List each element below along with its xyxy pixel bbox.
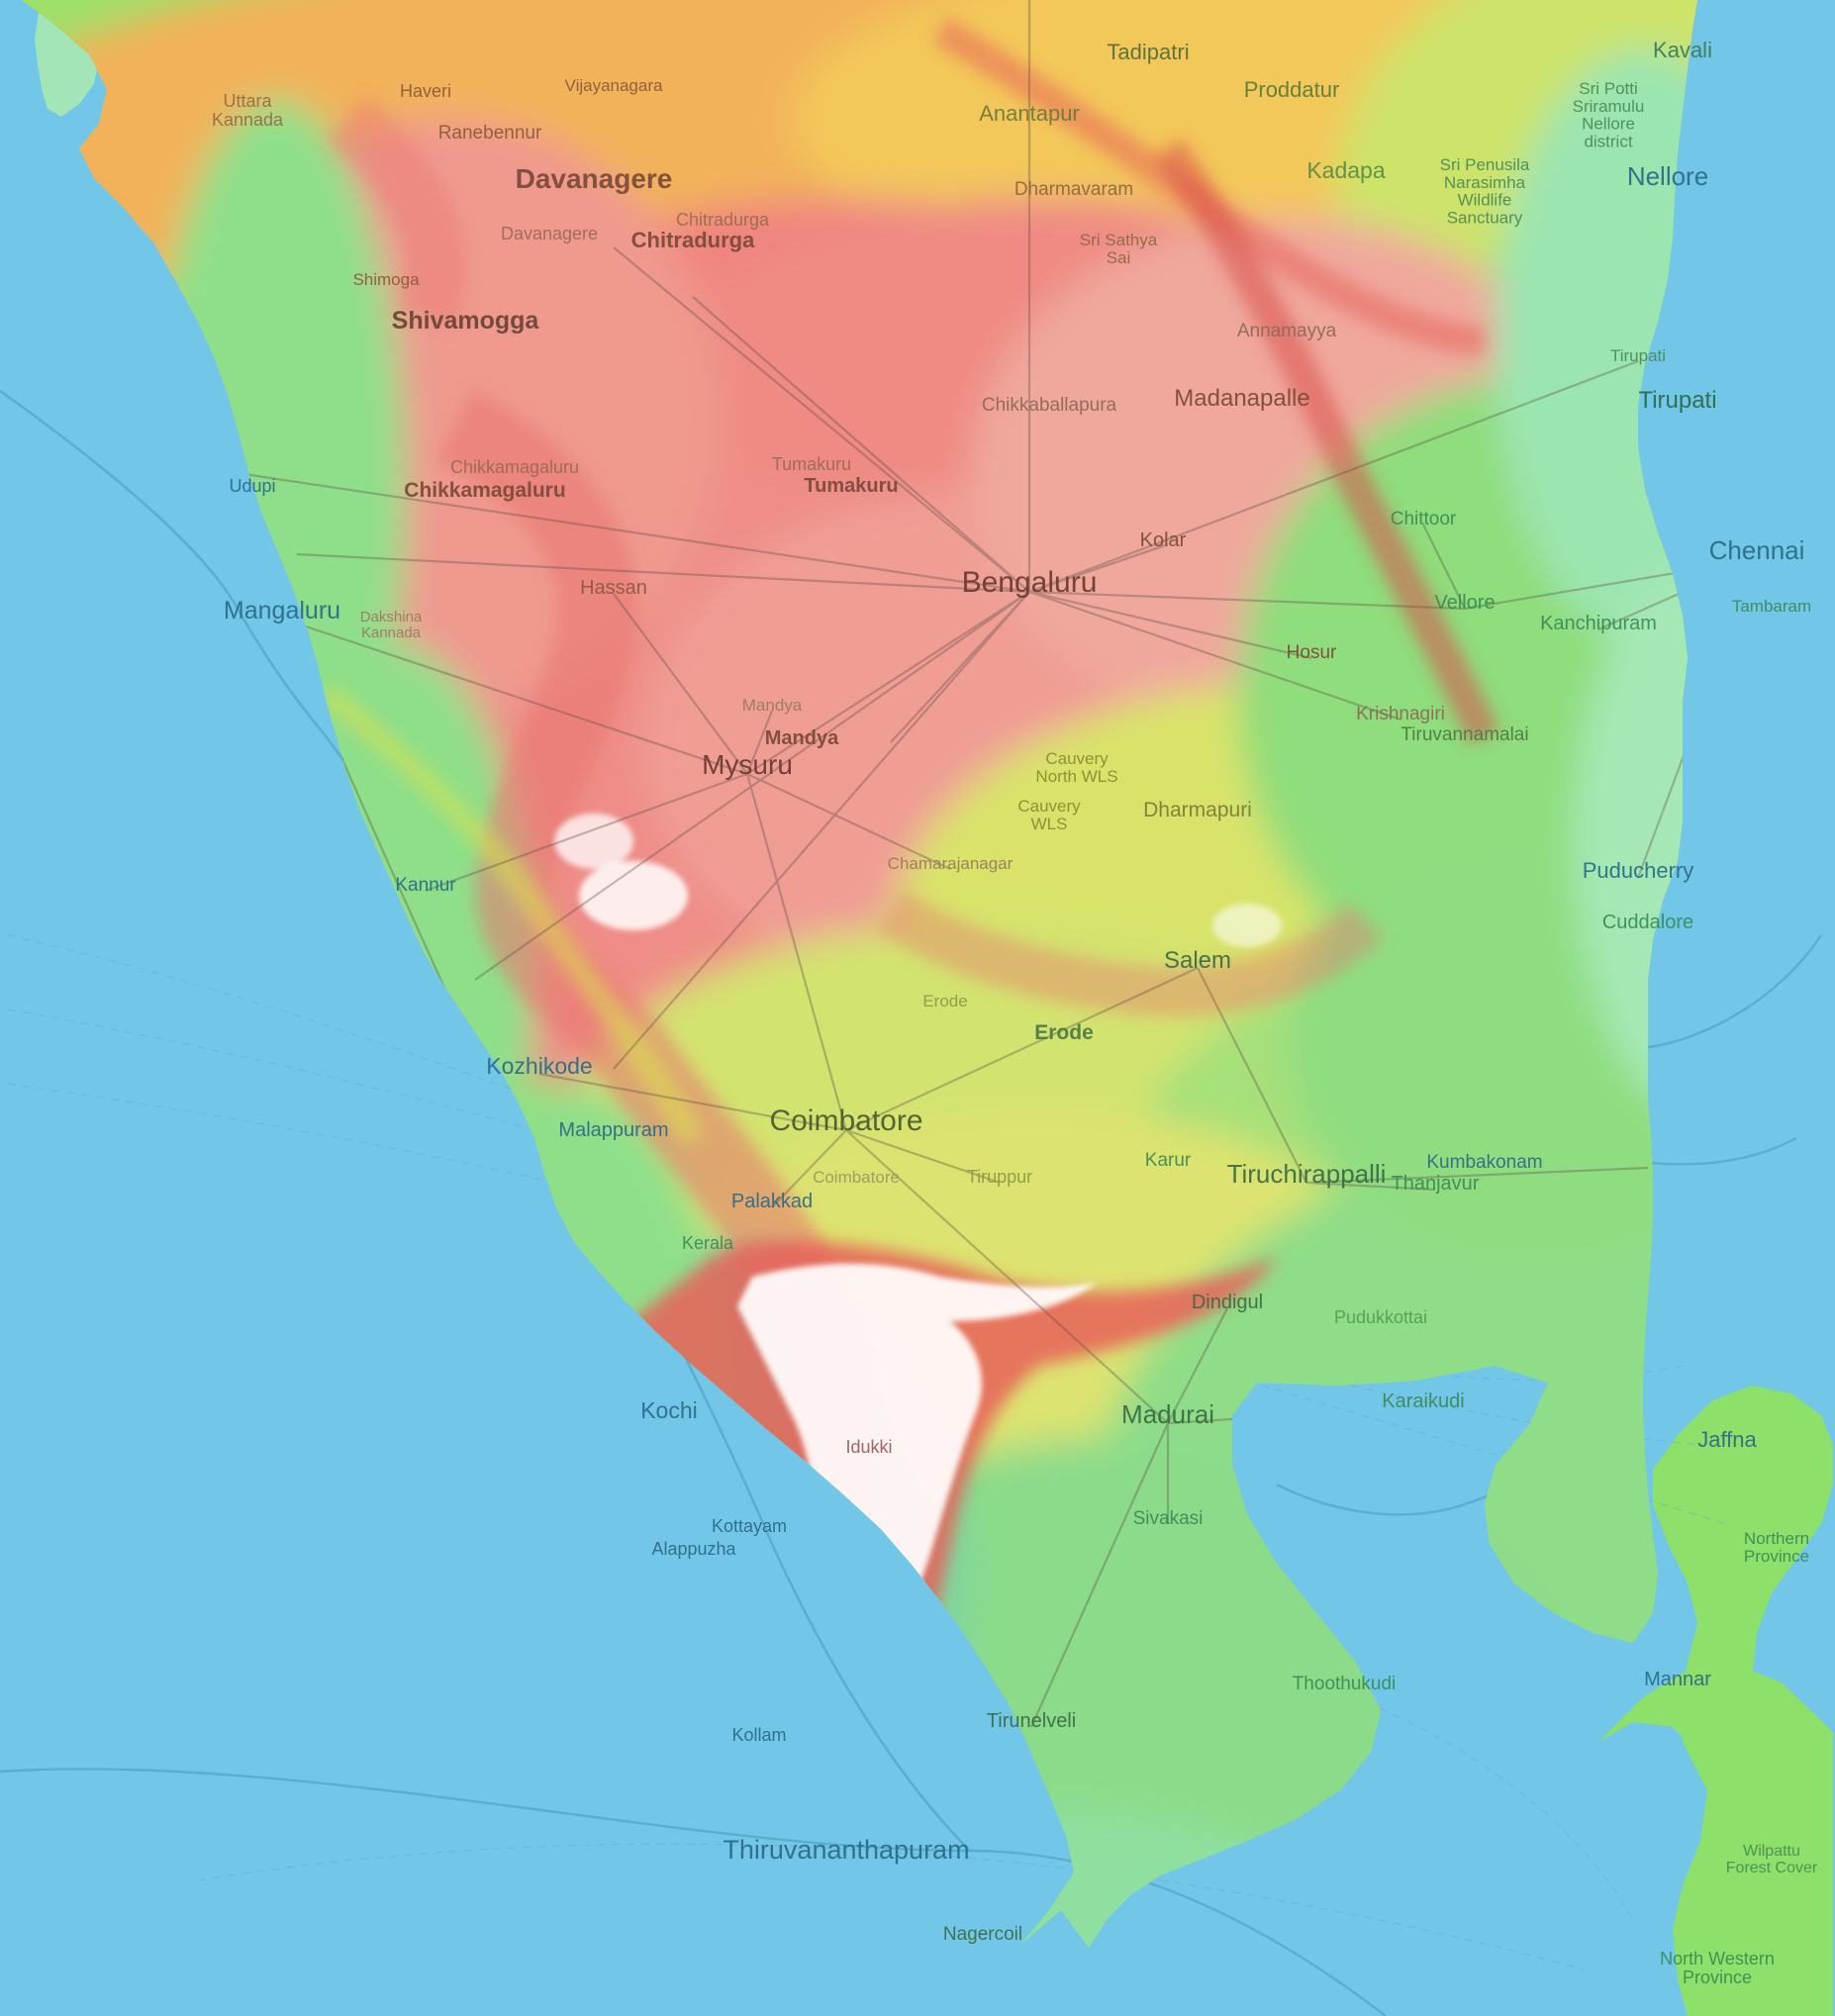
svg-text:Karaikudi: Karaikudi — [1382, 1391, 1464, 1412]
svg-text:Proddatur: Proddatur — [1244, 77, 1340, 102]
svg-text:Chikkaballapura: Chikkaballapura — [982, 395, 1117, 416]
svg-text:Kavali: Kavali — [1653, 38, 1712, 62]
svg-text:Tumakuru: Tumakuru — [804, 475, 898, 497]
svg-text:Thiruvananthapuram: Thiruvananthapuram — [723, 1835, 969, 1865]
svg-text:Puducherry: Puducherry — [1583, 858, 1694, 883]
svg-text:Karur: Karur — [1145, 1150, 1192, 1171]
svg-text:Udupi: Udupi — [229, 476, 275, 496]
svg-text:Palakkad: Palakkad — [731, 1191, 813, 1212]
svg-text:Tumakuru: Tumakuru — [772, 454, 851, 474]
svg-text:Vellore: Vellore — [1434, 592, 1495, 614]
svg-text:Kottayam: Kottayam — [712, 1516, 787, 1536]
svg-text:Malappuram: Malappuram — [558, 1119, 668, 1141]
svg-text:Hosur: Hosur — [1287, 642, 1337, 663]
svg-text:Kochi: Kochi — [640, 1397, 698, 1423]
svg-text:Kolar: Kolar — [1140, 529, 1187, 551]
svg-text:Erode: Erode — [1034, 1021, 1094, 1044]
svg-text:Bengaluru: Bengaluru — [962, 566, 1098, 599]
svg-text:Mannar: Mannar — [1644, 1669, 1711, 1690]
svg-text:Mandya: Mandya — [765, 727, 839, 749]
svg-text:Kadapa: Kadapa — [1306, 157, 1386, 183]
svg-text:Annamayya: Annamayya — [1237, 321, 1337, 341]
svg-text:Chittoor: Chittoor — [1391, 509, 1457, 529]
svg-text:Chitradurga: Chitradurga — [631, 228, 755, 252]
svg-text:Madurai: Madurai — [1121, 1399, 1214, 1429]
svg-text:Dharmavaram: Dharmavaram — [1014, 179, 1133, 200]
svg-text:Nellore: Nellore — [1627, 161, 1708, 191]
svg-text:Kumbakonam: Kumbakonam — [1426, 1152, 1542, 1173]
svg-text:Thoothukudi: Thoothukudi — [1293, 1674, 1397, 1694]
svg-text:Tiruppur: Tiruppur — [967, 1167, 1032, 1187]
svg-text:Tambaram: Tambaram — [1732, 597, 1811, 616]
svg-text:Idukki: Idukki — [845, 1437, 892, 1457]
svg-text:Davanagere: Davanagere — [501, 224, 598, 243]
svg-text:Anantapur: Anantapur — [979, 101, 1080, 126]
svg-text:Dharmapuri: Dharmapuri — [1143, 799, 1252, 821]
svg-text:Coimbatore: Coimbatore — [769, 1104, 922, 1137]
svg-text:Tirupati: Tirupati — [1610, 346, 1666, 365]
svg-text:Davanagere: Davanagere — [516, 163, 673, 194]
svg-text:Chikkamagaluru: Chikkamagaluru — [404, 479, 565, 502]
svg-text:Tiruvannamalai: Tiruvannamalai — [1400, 724, 1528, 745]
svg-text:Tiruchirappalli: Tiruchirappalli — [1227, 1159, 1387, 1189]
svg-text:Chikkamagaluru: Chikkamagaluru — [450, 457, 579, 477]
svg-text:Alappuzha: Alappuzha — [651, 1539, 736, 1559]
svg-text:Chitradurga: Chitradurga — [676, 210, 770, 230]
svg-text:Mysuru: Mysuru — [702, 749, 793, 780]
svg-text:Nagercoil: Nagercoil — [943, 1924, 1022, 1945]
svg-text:Hassan: Hassan — [580, 577, 647, 599]
svg-text:Mangaluru: Mangaluru — [224, 597, 340, 624]
svg-text:Dindigul: Dindigul — [1192, 1292, 1263, 1313]
svg-text:Kollam: Kollam — [731, 1725, 786, 1745]
svg-text:Kannur: Kannur — [395, 875, 456, 896]
svg-text:Shimoga: Shimoga — [352, 270, 420, 289]
svg-text:Chamarajanagar: Chamarajanagar — [888, 854, 1014, 873]
svg-text:Ranebennur: Ranebennur — [438, 123, 542, 144]
svg-text:Krishnagiri: Krishnagiri — [1356, 704, 1445, 724]
svg-text:Pudukkottai: Pudukkottai — [1334, 1307, 1427, 1327]
svg-text:Salem: Salem — [1164, 947, 1231, 974]
svg-text:Mandya: Mandya — [742, 696, 803, 715]
svg-text:Sivakasi: Sivakasi — [1133, 1508, 1204, 1529]
svg-text:Kerala: Kerala — [682, 1233, 734, 1253]
svg-text:Jaffna: Jaffna — [1697, 1427, 1757, 1452]
svg-text:Cuddalore: Cuddalore — [1602, 912, 1693, 933]
svg-text:Chennai: Chennai — [1709, 535, 1805, 565]
svg-text:Thanjavur: Thanjavur — [1392, 1173, 1480, 1195]
svg-text:Madanapalle: Madanapalle — [1174, 385, 1309, 412]
svg-text:Kozhikode: Kozhikode — [486, 1053, 592, 1079]
svg-text:Kanchipuram: Kanchipuram — [1540, 613, 1657, 634]
svg-text:Tadipatri: Tadipatri — [1107, 40, 1189, 64]
svg-text:Vijayanagara: Vijayanagara — [565, 76, 663, 95]
svg-text:Tirunelveli: Tirunelveli — [987, 1710, 1076, 1732]
svg-text:Shivamogga: Shivamogga — [392, 307, 540, 335]
svg-text:Coimbatore: Coimbatore — [813, 1168, 900, 1187]
svg-text:Haveri: Haveri — [400, 81, 451, 101]
svg-text:Tirupati: Tirupati — [1638, 387, 1716, 414]
svg-text:Erode: Erode — [922, 992, 967, 1010]
